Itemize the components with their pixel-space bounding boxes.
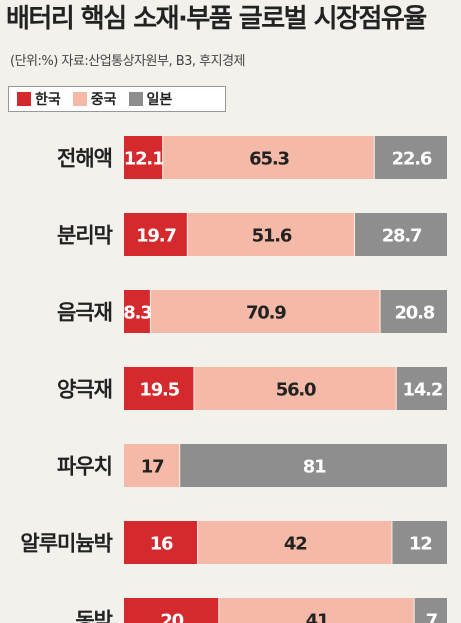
category-label: 파우치 [57,455,112,479]
bar-row-4: 양극재 19.5 56.0 14.2 [57,367,447,410]
value-label-china: 70.9 [246,303,286,324]
bar-row-6: 알루미늄박 16 42 12 [20,521,447,564]
value-label-china: 51.6 [252,226,292,247]
bar-segment-china [150,290,380,333]
chart-title: 배터리 핵심 소재·부품 글로벌 시장점유율 [6,4,427,34]
bar-segment-japan [414,598,447,623]
category-label: 분리막 [57,224,113,248]
bar-segment-korea [124,213,187,256]
value-label-korea: 20 [160,611,183,623]
legend-label-korea: 한국 [35,92,61,108]
bar-segment-korea [124,598,219,623]
bar-segment-china [124,444,180,487]
chart-subtitle: (단위:%) 자료:산업통상자원부, B3, 후지경제 [10,54,246,69]
value-label-china: 65.3 [249,149,289,170]
bar-segment-japan [374,136,447,179]
legend-item-korea: 한국 [17,89,61,109]
value-label-china: 56.0 [276,380,316,401]
bar-segment-china [194,367,396,410]
legend: 한국 중국 일본 [8,86,226,112]
category-label: 음극재 [57,301,112,325]
value-label-korea: 19.5 [139,380,179,401]
category-label: 알루미늄박 [20,532,112,556]
value-label-china: 41 [306,611,329,623]
bar-segment-korea [124,367,194,410]
bar-segment-china [163,136,374,179]
category-label: 양극재 [57,378,112,402]
value-label-japan: 22.6 [392,149,432,170]
value-label-korea: 16 [150,534,173,555]
value-label-china: 42 [284,534,307,555]
value-label-japan: 12 [409,534,432,555]
bar-row-3: 음극재 8.3 70.9 20.8 [57,290,447,333]
value-label-japan: 20.8 [394,303,434,324]
legend-item-china: 중국 [72,89,117,109]
bar-segment-korea [124,136,163,179]
bar-segment-japan [380,290,447,333]
bar-segment-japan [355,213,447,256]
category-label: 동박 [75,609,112,623]
bar-row-5: 파우치 17 81 [57,444,447,487]
legend-label-japan: 일본 [146,92,173,108]
bar-row-1: 전해액 12.1 65.3 22.6 [57,136,447,179]
bar-segment-korea [124,290,150,333]
value-label-japan: 28.7 [382,226,422,247]
value-label-japan: 14.2 [403,380,443,401]
bar-segment-china [187,213,355,256]
bar-segment-japan [392,521,447,564]
legend-label-china: 중국 [90,92,117,108]
legend-item-japan: 일본 [128,89,173,109]
value-label-china: 17 [141,457,164,478]
bar-row-7: 동박 20 41 7 [75,598,447,623]
bar-row-2: 분리막 19.7 51.6 28.7 [57,213,447,256]
value-label-korea: 12.1 [124,149,164,170]
stacked-bar-chart: 전해액 12.1 65.3 22.6 분리막 19.7 51.6 28.7 음극재 8.3 70.9… [20,136,447,623]
bar-segment-china [198,521,392,564]
legend-swatch-korea [17,92,31,106]
bar-segment-japan [180,444,447,487]
chart-area: 전해액 12.1 65.3 22.6 분리막 19.7 51.6 28.7 음극재 8.3 70.9… [0,122,461,623]
category-label: 전해액 [57,147,112,171]
legend-swatch-china [72,92,87,106]
value-label-korea: 19.7 [136,226,176,247]
bar-segment-china [219,598,414,623]
value-label-korea: 8.3 [123,303,152,324]
value-label-japan: 7 [426,611,438,623]
value-label-japan: 81 [303,457,326,478]
bar-segment-japan [396,367,447,410]
legend-swatch-japan [128,92,143,106]
bar-segment-korea [124,521,198,564]
